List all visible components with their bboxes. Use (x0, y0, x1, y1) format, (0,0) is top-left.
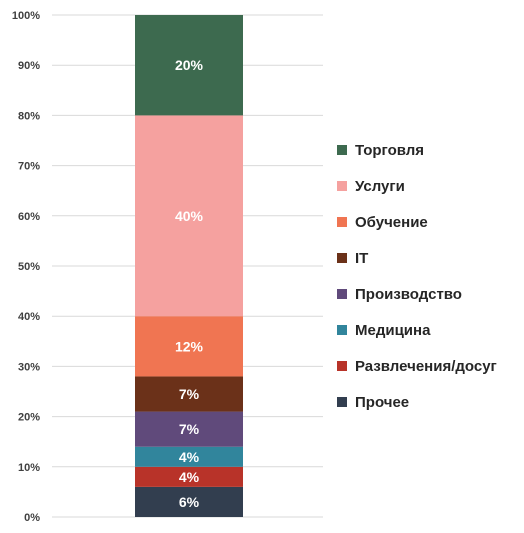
y-tick-label: 50% (18, 261, 40, 273)
y-tick-label: 60% (18, 211, 40, 223)
y-tick-label: 20% (18, 412, 40, 424)
legend-swatch (337, 289, 347, 299)
bar-segment (135, 15, 243, 116)
legend-swatch (337, 253, 347, 263)
legend-label: IT (355, 250, 368, 267)
bar-segment (135, 466, 243, 487)
legend-label: Обучение (355, 214, 428, 231)
legend-swatch (337, 325, 347, 335)
legend-swatch (337, 145, 347, 155)
data-label: 4% (179, 449, 200, 465)
legend-label: Торговля (355, 142, 424, 159)
legend: Торговля Услуги Обучение IT Производство Меди… (337, 142, 497, 411)
y-tick-label: 10% (18, 462, 40, 474)
data-label: 6% (179, 494, 200, 510)
legend-swatch (337, 181, 347, 191)
y-axis-ticks: 0% 10% 20% 30% 40% 50% 60% 70% 80% 90% 100% (12, 10, 40, 524)
data-label: 40% (175, 208, 204, 224)
y-tick-label: 90% (18, 60, 40, 72)
legend-label: Развлечения/досуг (355, 358, 497, 375)
bar-segment (135, 411, 243, 447)
y-tick-label: 80% (18, 110, 40, 122)
data-label: 20% (175, 57, 204, 73)
legend-swatch (337, 397, 347, 407)
y-tick-label: 30% (18, 361, 40, 373)
data-label: 7% (179, 386, 200, 402)
legend-label: Производство (355, 286, 462, 303)
legend-label: Медицина (355, 322, 431, 339)
y-tick-label: 40% (18, 311, 40, 323)
bar-segment (135, 115, 243, 317)
bar-segment (135, 376, 243, 412)
legend-swatch (337, 217, 347, 227)
data-label: 7% (179, 421, 200, 437)
legend-swatch (337, 361, 347, 371)
bar-stack: 6% 4% 4% 7% 7% 12% 40% 20% (135, 15, 243, 517)
y-tick-label: 0% (24, 512, 40, 524)
bar-segment (135, 446, 243, 467)
legend-label: Услуги (355, 178, 405, 195)
y-tick-label: 70% (18, 161, 40, 173)
legend-label: Прочее (355, 394, 409, 411)
bar-segment (135, 316, 243, 377)
data-label: 12% (175, 338, 204, 354)
y-tick-label: 100% (12, 10, 40, 22)
data-label: 4% (179, 469, 200, 485)
bar-segment (135, 486, 243, 517)
